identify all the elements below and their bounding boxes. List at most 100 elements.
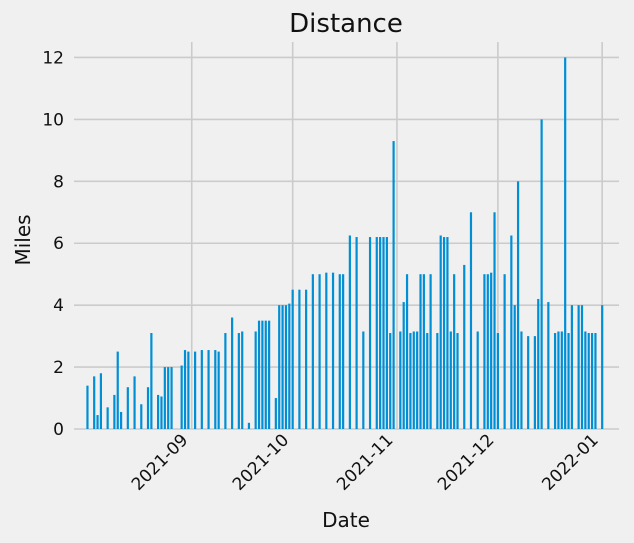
bar — [140, 404, 143, 429]
bar — [338, 274, 341, 429]
bar — [99, 373, 103, 429]
bar — [389, 333, 392, 429]
bar — [510, 235, 513, 429]
bar — [133, 376, 136, 429]
bar — [594, 333, 597, 429]
bar — [422, 274, 425, 429]
bar — [409, 333, 412, 429]
bar — [298, 289, 301, 429]
x-axis-ticks: 2021-09 2021-10 2021-11 2021-12 2022-01 — [128, 430, 603, 494]
bar — [163, 367, 166, 429]
bar — [247, 422, 251, 429]
bar — [580, 305, 584, 429]
bar — [547, 302, 550, 429]
bar — [570, 305, 574, 429]
bar — [553, 333, 557, 429]
bar — [241, 331, 244, 429]
y-axis-ticks: 0 2 4 6 8 10 12 — [42, 48, 64, 440]
bar — [113, 394, 116, 429]
bar — [342, 274, 345, 429]
bar — [157, 394, 160, 429]
bar — [476, 331, 479, 429]
bar — [567, 333, 570, 429]
bar — [557, 331, 560, 429]
bar — [416, 331, 419, 429]
bar — [126, 387, 129, 429]
bar — [331, 272, 335, 429]
bar — [483, 274, 486, 429]
y-tick-label: 0 — [53, 420, 64, 440]
bar — [392, 141, 395, 429]
bar — [194, 351, 197, 429]
bar — [503, 274, 506, 429]
bar — [274, 398, 277, 429]
bar — [288, 303, 291, 429]
bar — [93, 376, 96, 429]
bar — [429, 274, 432, 429]
bar — [419, 274, 422, 429]
bar — [150, 333, 153, 429]
bar — [453, 274, 456, 429]
bar — [257, 320, 261, 429]
bar — [513, 305, 516, 429]
bar — [264, 320, 267, 429]
bar — [446, 237, 449, 429]
bar — [375, 237, 378, 429]
bar — [426, 333, 429, 429]
bar — [601, 305, 604, 429]
bar — [490, 272, 493, 429]
bar — [183, 350, 187, 429]
x-tick-label: 2021-10 — [229, 430, 293, 494]
bar — [405, 274, 409, 429]
bar — [305, 289, 308, 429]
bar — [119, 411, 123, 429]
bar — [214, 350, 217, 429]
bar — [402, 302, 405, 429]
x-axis-label: Date — [322, 508, 370, 532]
bar — [237, 333, 240, 429]
bar — [412, 331, 415, 429]
x-tick-label: 2021-12 — [434, 430, 498, 494]
bar — [311, 274, 314, 429]
bar — [533, 336, 536, 429]
bar — [318, 274, 321, 429]
x-tick-label: 2021-11 — [333, 430, 397, 494]
bar — [493, 212, 496, 429]
bar — [399, 331, 402, 429]
bar — [231, 317, 234, 429]
bar — [106, 407, 109, 429]
bar — [187, 351, 190, 429]
bar — [281, 305, 284, 429]
bar — [116, 351, 119, 429]
bar — [170, 367, 173, 429]
bar — [278, 305, 281, 429]
bar — [284, 305, 288, 429]
bar — [146, 387, 150, 429]
bar — [96, 415, 99, 429]
bar — [584, 331, 587, 429]
bar — [560, 331, 563, 429]
bar — [362, 331, 365, 429]
bar — [496, 333, 499, 429]
y-tick-label: 12 — [42, 48, 64, 68]
bar — [516, 181, 520, 429]
bar — [348, 235, 351, 429]
bar — [207, 350, 210, 429]
bar — [254, 331, 257, 429]
bar — [564, 57, 567, 429]
bar — [379, 237, 382, 429]
bar — [268, 320, 271, 429]
bar — [217, 351, 220, 429]
bar — [355, 237, 358, 429]
bar — [261, 320, 264, 429]
x-tick-label: 2021-09 — [128, 430, 192, 494]
bar — [537, 298, 540, 429]
bar — [520, 331, 523, 429]
bars — [86, 57, 604, 430]
bar — [86, 385, 89, 429]
bar — [442, 237, 446, 429]
chart-title: Distance — [289, 9, 403, 39]
y-tick-label: 6 — [53, 234, 64, 254]
bar — [590, 333, 594, 429]
bar — [486, 274, 489, 429]
